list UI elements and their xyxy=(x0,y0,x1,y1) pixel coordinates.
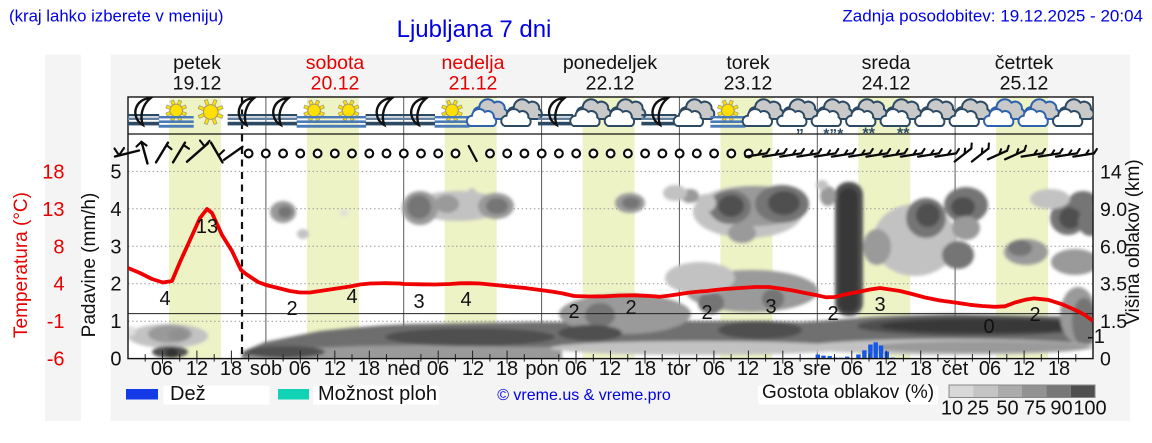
svg-text:nedelja: nedelja xyxy=(442,52,505,74)
svg-text:13: 13 xyxy=(42,199,64,221)
svg-text:0: 0 xyxy=(1100,349,1111,371)
svg-text:Možnost ploh: Možnost ploh xyxy=(318,383,437,405)
svg-text:06: 06 xyxy=(703,358,725,380)
svg-text:2: 2 xyxy=(110,274,121,296)
svg-text:petek: petek xyxy=(173,52,221,74)
svg-text:14: 14 xyxy=(1100,161,1122,183)
svg-text:sobota: sobota xyxy=(306,52,365,74)
svg-text:4: 4 xyxy=(159,288,170,310)
svg-text:pon: pon xyxy=(525,358,558,380)
svg-text:Zadnja posodobitev: 19.12.2025: Zadnja posodobitev: 19.12.2025 - 20:04 xyxy=(842,7,1143,26)
svg-text:2: 2 xyxy=(625,297,636,319)
svg-text:13: 13 xyxy=(196,216,218,238)
svg-text:(kraj lahko izberete v meniju): (kraj lahko izberete v meniju) xyxy=(9,7,224,26)
svg-text:četrtek: četrtek xyxy=(995,52,1054,74)
svg-text:-6: -6 xyxy=(47,349,65,371)
svg-text:4: 4 xyxy=(346,286,357,308)
svg-text:Višina oblakov (km): Višina oblakov (km) xyxy=(1123,159,1144,324)
svg-text:Dež: Dež xyxy=(170,383,206,405)
svg-text:06: 06 xyxy=(151,358,173,380)
svg-text:25: 25 xyxy=(967,398,989,420)
svg-text:8: 8 xyxy=(53,236,64,258)
svg-text:10: 10 xyxy=(941,398,963,420)
svg-text:22.12: 22.12 xyxy=(586,73,635,95)
svg-text:„: „ xyxy=(796,118,804,135)
svg-text:2: 2 xyxy=(286,298,297,320)
svg-text:2: 2 xyxy=(1029,304,1040,326)
svg-text:čet: čet xyxy=(942,358,969,380)
svg-text:© vreme.us & vreme.pro: © vreme.us & vreme.pro xyxy=(497,387,671,404)
svg-text:06: 06 xyxy=(565,358,587,380)
svg-text:tor: tor xyxy=(667,358,691,380)
svg-text:75: 75 xyxy=(1024,398,1046,420)
svg-text:12: 12 xyxy=(186,358,208,380)
svg-text:2: 2 xyxy=(568,301,579,323)
svg-text:18: 18 xyxy=(1048,358,1070,380)
svg-text:18: 18 xyxy=(496,358,518,380)
svg-text:4: 4 xyxy=(53,274,64,296)
svg-text:12: 12 xyxy=(462,358,484,380)
svg-text:-1: -1 xyxy=(1087,326,1105,348)
svg-text:12: 12 xyxy=(324,358,346,380)
svg-text:23.12: 23.12 xyxy=(724,73,773,95)
svg-text:3: 3 xyxy=(110,236,121,258)
svg-text:4: 4 xyxy=(460,289,471,311)
svg-text:ponedeljek: ponedeljek xyxy=(563,52,658,74)
svg-text:*: * xyxy=(837,126,843,143)
svg-text:12: 12 xyxy=(737,358,759,380)
svg-text:06: 06 xyxy=(841,358,863,380)
svg-text:06: 06 xyxy=(979,358,1001,380)
svg-text:3: 3 xyxy=(765,296,776,318)
svg-text:50: 50 xyxy=(996,398,1018,420)
svg-text:0: 0 xyxy=(110,349,121,371)
svg-text:21.12: 21.12 xyxy=(449,73,498,95)
svg-text:**: ** xyxy=(897,126,910,143)
svg-text:24.12: 24.12 xyxy=(862,73,911,95)
svg-text:2: 2 xyxy=(827,303,838,325)
svg-text:25.12: 25.12 xyxy=(1000,73,1049,95)
svg-text:90: 90 xyxy=(1050,398,1072,420)
svg-text:100: 100 xyxy=(1073,398,1106,420)
svg-text:Ljubljana 7 dni: Ljubljana 7 dni xyxy=(397,16,552,43)
svg-text:18: 18 xyxy=(772,358,794,380)
svg-text:1.5: 1.5 xyxy=(1100,311,1127,333)
svg-text:„: „ xyxy=(830,118,838,135)
svg-text:06: 06 xyxy=(427,358,449,380)
svg-text:18: 18 xyxy=(358,358,380,380)
svg-text:Gostota oblakov (%): Gostota oblakov (%) xyxy=(762,382,934,403)
svg-text:-1: -1 xyxy=(47,311,65,333)
svg-text:ned: ned xyxy=(387,358,420,380)
svg-text:19.12: 19.12 xyxy=(173,73,222,95)
svg-text:6.0: 6.0 xyxy=(1100,236,1127,258)
svg-text:2: 2 xyxy=(701,302,712,324)
svg-text:18: 18 xyxy=(910,358,932,380)
svg-text:3: 3 xyxy=(413,291,424,313)
svg-text:12: 12 xyxy=(1013,358,1035,380)
svg-text:18: 18 xyxy=(634,358,656,380)
svg-text:18: 18 xyxy=(42,161,64,183)
svg-text:5: 5 xyxy=(110,161,121,183)
svg-text:0: 0 xyxy=(983,316,994,338)
svg-text:4: 4 xyxy=(110,199,121,221)
svg-text:1: 1 xyxy=(110,311,121,333)
svg-text:**: ** xyxy=(863,126,876,143)
svg-text:*: * xyxy=(823,126,829,143)
svg-text:12: 12 xyxy=(875,358,897,380)
svg-text:torek: torek xyxy=(726,52,770,74)
svg-text:06: 06 xyxy=(289,358,311,380)
svg-text:18: 18 xyxy=(220,358,242,380)
svg-text:9.0: 9.0 xyxy=(1100,199,1127,221)
svg-text:3: 3 xyxy=(874,294,885,316)
svg-text:sreda: sreda xyxy=(862,52,911,74)
svg-text:sob: sob xyxy=(250,358,282,380)
svg-text:3.5: 3.5 xyxy=(1100,274,1127,296)
svg-text:Padavine (mm/h): Padavine (mm/h) xyxy=(79,193,100,338)
svg-text:20.12: 20.12 xyxy=(311,73,360,95)
svg-text:12: 12 xyxy=(599,358,621,380)
svg-text:sre: sre xyxy=(803,358,831,380)
svg-text:Temperatura (°C): Temperatura (°C) xyxy=(11,192,32,338)
